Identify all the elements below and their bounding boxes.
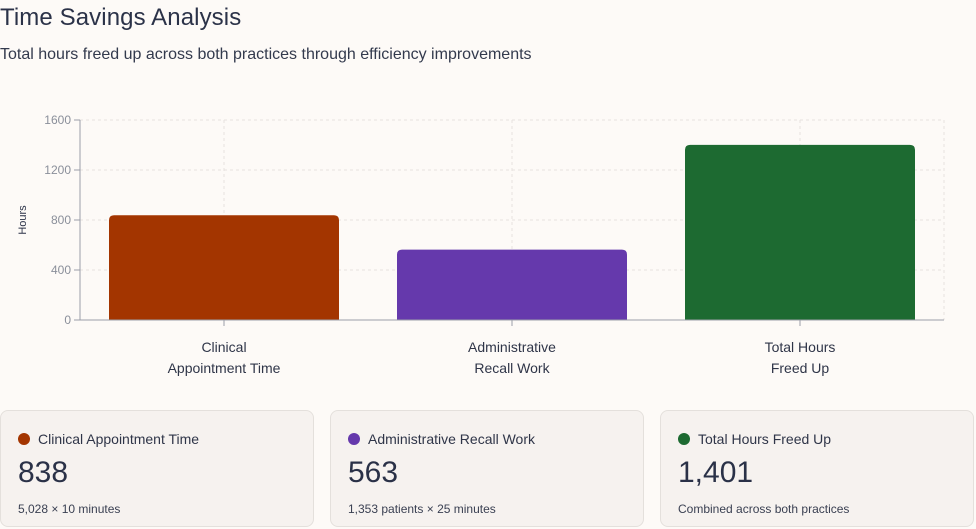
y-tick-label: 800 bbox=[51, 213, 71, 227]
summary-cards: Clinical Appointment Time 838 5,028 × 10… bbox=[0, 410, 976, 528]
x-tick-label: Recall Work bbox=[474, 360, 550, 376]
summary-card-total: Total Hours Freed Up 1,401 Combined acro… bbox=[660, 410, 974, 527]
page-title: Time Savings Analysis bbox=[0, 4, 242, 31]
bar-chart: 0 400 800 1200 1600 Clinical Appointment Time A… bbox=[17, 113, 945, 376]
card-value: 1,401 bbox=[678, 456, 754, 489]
y-tick-label: 0 bbox=[64, 313, 71, 327]
bar-2 bbox=[685, 144, 915, 320]
card-value: 838 bbox=[18, 456, 69, 489]
card-title: Administrative Recall Work bbox=[368, 431, 536, 447]
x-tick-label: Freed Up bbox=[771, 360, 830, 376]
y-axis-title: Hours bbox=[17, 205, 29, 235]
administrative-color-dot-icon bbox=[348, 433, 360, 445]
card-note: 5,028 × 10 minutes bbox=[18, 502, 121, 516]
clinical-color-dot-icon bbox=[18, 433, 30, 445]
total-color-dot-icon bbox=[678, 433, 690, 445]
page-subtitle: Total hours freed up across both practic… bbox=[0, 46, 532, 63]
card-value: 563 bbox=[348, 456, 399, 489]
y-tick-label: 1600 bbox=[44, 113, 71, 127]
card-title: Clinical Appointment Time bbox=[38, 431, 200, 447]
card-note: Combined across both practices bbox=[678, 502, 850, 516]
y-tick-label: 400 bbox=[51, 263, 71, 277]
summary-card-administrative: Administrative Recall Work 563 1,353 pat… bbox=[330, 410, 644, 527]
x-tick-label: Total Hours bbox=[765, 339, 836, 355]
card-note: 1,353 patients × 25 minutes bbox=[348, 502, 496, 516]
x-tick-label: Administrative bbox=[468, 339, 556, 355]
card-title: Total Hours Freed Up bbox=[698, 431, 832, 447]
y-tick-label: 1200 bbox=[44, 163, 71, 177]
bar-0 bbox=[109, 215, 339, 320]
x-tick-label: Clinical bbox=[201, 339, 246, 355]
summary-card-clinical: Clinical Appointment Time 838 5,028 × 10… bbox=[0, 410, 314, 527]
bar-1 bbox=[397, 249, 627, 320]
x-tick-label: Appointment Time bbox=[168, 360, 281, 376]
